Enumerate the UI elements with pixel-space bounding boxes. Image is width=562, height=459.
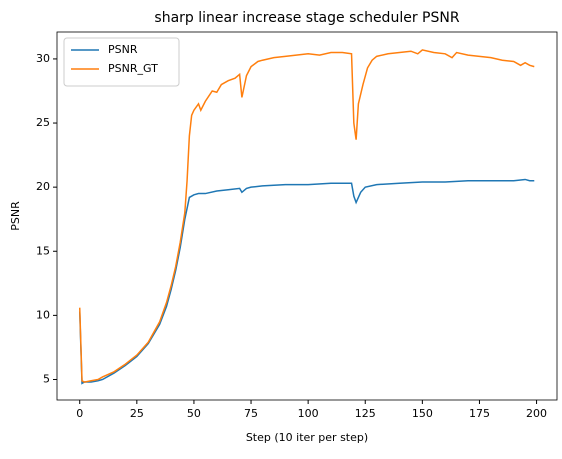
x-tick-label: 150: [412, 407, 433, 420]
x-tick-label: 25: [130, 407, 144, 420]
x-axis-label: Step (10 iter per step): [246, 431, 368, 444]
legend-label: PSNR_GT: [108, 62, 158, 75]
x-tick-label: 100: [298, 407, 319, 420]
y-tick-label: 15: [36, 244, 50, 257]
y-axis-label: PSNR: [9, 201, 22, 231]
y-tick-label: 10: [36, 308, 50, 321]
y-tick-label: 5: [43, 372, 50, 385]
y-tick-label: 25: [36, 116, 50, 129]
legend-label: PSNR: [108, 43, 138, 56]
x-tick-label: 50: [187, 407, 201, 420]
y-tick-label: 30: [36, 52, 50, 65]
x-tick-label: 75: [244, 407, 258, 420]
x-tick-label: 125: [355, 407, 376, 420]
x-tick-label: 0: [76, 407, 83, 420]
chart-title: sharp linear increase stage scheduler PS…: [154, 10, 459, 26]
line-series: [78, 178, 535, 385]
line-series: [78, 49, 535, 383]
x-tick-label: 200: [526, 407, 547, 420]
plot-frame: [56, 31, 558, 401]
x-tick-label: 175: [469, 407, 490, 420]
y-tick-label: 20: [36, 180, 50, 193]
